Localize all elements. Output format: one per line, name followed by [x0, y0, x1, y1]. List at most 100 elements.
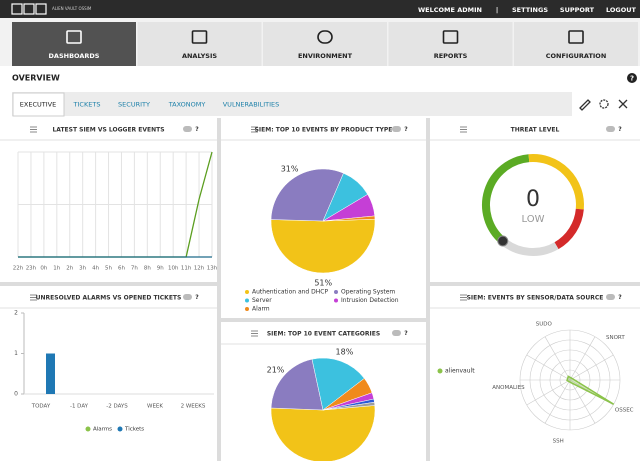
nav-item[interactable] [514, 22, 638, 66]
widget-toggle[interactable] [392, 330, 401, 336]
page-title: OVERVIEW [12, 74, 60, 83]
radar-spoke [569, 354, 614, 381]
logo-box [23, 3, 35, 15]
logo-text: ALIEN VAULT OSSIM [52, 6, 92, 11]
title-bar [0, 66, 640, 88]
axis-label: OSSEC [615, 408, 634, 414]
x-tick-label: 6h [118, 266, 125, 272]
legend-swatch [437, 368, 443, 374]
widget-menu[interactable] [251, 126, 258, 133]
tab-label[interactable]: VULNERABILITIES [223, 101, 280, 109]
widget-help[interactable]: ? [618, 294, 622, 301]
help-text: ? [630, 75, 634, 83]
fullscreen-icon[interactable] [618, 99, 628, 109]
nav-icon [66, 30, 82, 44]
header-link[interactable]: WELCOME ADMIN [418, 6, 482, 14]
nav-item[interactable] [12, 22, 136, 66]
widget-toggle[interactable] [606, 294, 615, 300]
tab-label[interactable]: TICKETS [73, 101, 101, 109]
x-tick-label: TODAY [31, 404, 51, 410]
nav-label: ENVIRONMENT [298, 52, 353, 60]
toolbar [579, 99, 628, 111]
logo-box [35, 3, 47, 15]
x-tick-label: 0h [40, 266, 47, 272]
tab-label[interactable]: SECURITY [118, 101, 150, 109]
axis-label: SNORT [606, 335, 625, 341]
nav-icon [442, 30, 459, 44]
x-tick-label: 23h [26, 266, 37, 272]
widget-title: LATEST SIEM VS LOGGER EVENTS [52, 127, 164, 134]
x-tick-label: 4h [92, 266, 99, 272]
gauge-arc [528, 154, 584, 210]
header-link: | [496, 6, 498, 15]
widget-title: SIEM: EVENTS BY SENSOR/DATA SOURCE [467, 295, 604, 302]
widget-menu[interactable] [30, 126, 37, 133]
header-link[interactable]: SUPPORT [560, 6, 595, 14]
value-label: 18% [336, 347, 354, 356]
x-tick-label: 8h [144, 266, 151, 272]
widget-toggle[interactable] [606, 126, 615, 132]
widget-menu[interactable] [30, 294, 37, 301]
widget-help[interactable]: ? [195, 294, 199, 301]
tabs-bar [12, 92, 572, 116]
widget-help[interactable]: ? [618, 126, 622, 133]
x-tick-label: 12h [194, 266, 205, 272]
widget-toggle[interactable] [392, 126, 401, 132]
legend-label: Tickets [124, 427, 144, 433]
content: WELCOME ADMIN | SETTINGS SUPPORT LOGOUT DASHB… [0, 6, 640, 461]
tab-label[interactable]: EXECUTIVE [20, 101, 56, 109]
radar-spoke [544, 379, 571, 424]
widget-menu[interactable] [251, 330, 258, 337]
x-tick-label: 3h [79, 266, 86, 272]
pie-slice [270, 405, 376, 461]
widget-title: SIEM: TOP 10 EVENT CATEGORIES [267, 331, 380, 338]
edit-icon[interactable] [579, 99, 591, 111]
value-label: 31% [281, 164, 299, 173]
nav-icon [191, 30, 208, 44]
legend-label: Server [252, 297, 272, 304]
tab-label[interactable]: TAXONOMY [168, 101, 206, 109]
legend-swatch [85, 426, 91, 432]
widget-title: SIEM: TOP 10 EVENTS BY PRODUCT TYPE [255, 127, 393, 134]
x-tick-label: 2h [66, 266, 73, 272]
widget-menu[interactable] [460, 126, 467, 133]
widget-help[interactable]: ? [404, 330, 408, 337]
settings-icon[interactable] [599, 99, 609, 109]
gauge-arc [500, 237, 559, 256]
nav-item[interactable] [137, 22, 262, 66]
legend-swatch [245, 290, 249, 294]
nav-item[interactable] [263, 22, 387, 66]
x-tick-label: 11h [181, 266, 192, 272]
widget-title: THREAT LEVEL [511, 127, 560, 134]
radar-spoke [544, 336, 571, 381]
legend-label: Alarm [252, 306, 270, 313]
bar [46, 353, 55, 394]
legend-label: Alarms [93, 427, 112, 433]
pie-slice [270, 358, 324, 411]
widget-toggle[interactable] [183, 126, 192, 132]
widget-help[interactable]: ? [195, 126, 199, 133]
header-link[interactable]: SETTINGS [512, 6, 548, 14]
gauge-arc [554, 208, 584, 250]
widget-help[interactable]: ? [404, 126, 408, 133]
widget [0, 286, 217, 461]
radar-spoke [569, 379, 596, 424]
help-icon[interactable] [627, 73, 637, 83]
nav-label: DASHBOARDS [49, 52, 100, 60]
x-tick-label: -2 DAYS [106, 404, 128, 410]
x-tick-label: 9h [157, 266, 164, 272]
logo-mark[interactable] [11, 3, 47, 15]
pie-slice [322, 401, 376, 411]
legend-label: Authentication and DHCP [252, 289, 328, 296]
y-tick-label: 1 [14, 350, 18, 357]
legend-label: alienvault [445, 368, 475, 375]
widget-toggle[interactable] [183, 294, 192, 300]
nav-item[interactable] [388, 22, 513, 66]
widget-menu[interactable] [460, 294, 467, 301]
nav-label: REPORTS [434, 52, 468, 60]
axis-label: SSH [553, 438, 564, 444]
axis-label: SUDO [536, 321, 553, 327]
header-link[interactable]: LOGOUT [606, 6, 637, 14]
